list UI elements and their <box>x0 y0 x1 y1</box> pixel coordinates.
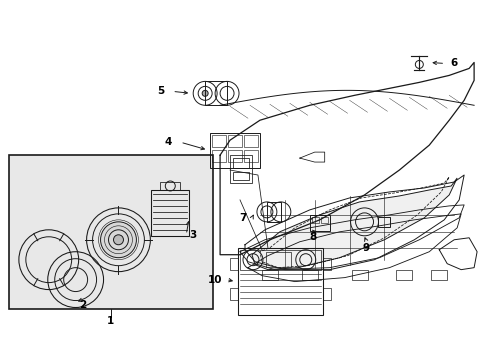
Bar <box>266 202 280 222</box>
Bar <box>233 172 248 180</box>
Bar <box>322 288 330 300</box>
Bar <box>238 248 322 315</box>
Bar <box>378 217 389 227</box>
Bar <box>309 215 329 231</box>
Bar <box>210 133 260 168</box>
Text: 5: 5 <box>156 86 163 96</box>
Text: 6: 6 <box>449 58 457 68</box>
Bar <box>244 135 258 147</box>
Bar <box>205 81 226 105</box>
Bar <box>262 270 277 280</box>
Bar <box>229 155 251 183</box>
Bar <box>212 150 225 162</box>
Bar <box>244 150 258 162</box>
Text: 3: 3 <box>189 230 197 240</box>
Bar <box>240 250 320 270</box>
Bar <box>311 217 318 223</box>
Bar <box>265 252 290 267</box>
Bar <box>227 135 242 147</box>
Text: 4: 4 <box>164 137 172 147</box>
Bar <box>212 135 225 147</box>
Text: 1: 1 <box>107 316 114 327</box>
Bar <box>9 155 213 310</box>
Bar <box>320 217 327 223</box>
Polygon shape <box>251 178 456 270</box>
Bar <box>151 190 189 236</box>
Bar <box>301 270 317 280</box>
Circle shape <box>202 90 208 96</box>
Bar <box>233 158 248 168</box>
Bar <box>396 270 411 280</box>
Bar <box>229 288 238 300</box>
Bar <box>322 258 330 270</box>
Text: 2: 2 <box>79 300 86 310</box>
Bar <box>227 150 242 162</box>
Text: 8: 8 <box>308 232 316 242</box>
Bar <box>229 258 238 270</box>
Bar <box>430 270 447 280</box>
Text: 7: 7 <box>239 213 246 223</box>
Text: 10: 10 <box>207 275 222 285</box>
Circle shape <box>101 222 136 258</box>
Bar <box>160 182 180 190</box>
Text: 9: 9 <box>362 243 369 253</box>
Circle shape <box>113 235 123 245</box>
Bar <box>351 270 367 280</box>
